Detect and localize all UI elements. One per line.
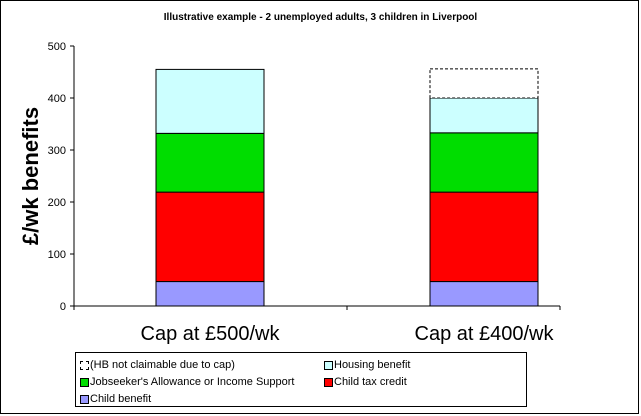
legend-label: Jobseeker's Allowance or Income Support [90, 376, 295, 388]
y-tick-label: 500 [48, 41, 66, 53]
legend-swatch [80, 394, 89, 404]
bar-segment [429, 132, 539, 193]
legend-item-child-benefit: Child benefit [80, 393, 151, 405]
legend-label: Housing benefit [334, 359, 411, 371]
legend-item-jobseekers-allowance: Jobseeker's Allowance or Income Support [80, 376, 295, 388]
legend-item-housing-benefit: Housing benefit [324, 359, 410, 371]
legend-swatch [324, 377, 333, 387]
y-tick-label: 200 [48, 197, 66, 209]
legend-label: (HB not claimable due to cap) [90, 359, 235, 371]
bar-segment [429, 97, 539, 134]
legend-label: Child benefit [90, 393, 152, 405]
bar-segment [155, 191, 265, 283]
x-category-label: Cap at £400/wk [415, 323, 555, 345]
bar-segment [429, 281, 539, 307]
legend-item-hb-not-claimable: (HB not claimable due to cap) [80, 359, 235, 371]
y-tick-label: 100 [48, 249, 66, 261]
y-tick-label: 400 [48, 93, 66, 105]
bar-segment [155, 68, 265, 134]
legend-swatch [80, 360, 89, 370]
y-tick-label: 300 [48, 145, 66, 157]
bar-segment [155, 281, 265, 307]
chart-title: Illustrative example - 2 unemployed adul… [163, 12, 478, 23]
legend-swatch [324, 360, 333, 370]
legend: (HB not claimable due to cap) Housing be… [75, 352, 527, 407]
legend-item-child-tax-credit: Child tax credit [324, 376, 407, 388]
bar-segment [429, 191, 539, 283]
y-axis-title: £/wk benefits [18, 107, 43, 245]
legend-label: Child tax credit [334, 376, 407, 388]
bar-segment [155, 132, 265, 193]
x-category-label: Cap at £500/wk [141, 323, 281, 345]
bar-segment [429, 68, 539, 99]
plot-area: 0 100 200 300 400 500 Cap at £500/wk Cap at £40… [18, 41, 561, 345]
legend-swatch [80, 377, 89, 387]
y-tick-label: 0 [60, 301, 66, 313]
